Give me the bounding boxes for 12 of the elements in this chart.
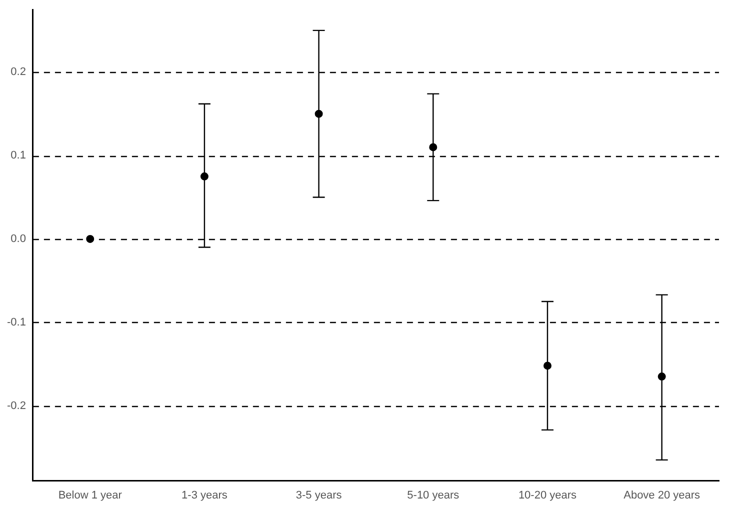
x-tick-label: 3-5 years bbox=[296, 489, 342, 502]
x-tick-label: Below 1 year bbox=[58, 489, 122, 502]
y-tick-label: -0.1 bbox=[6, 316, 26, 328]
x-tick-label: Above 20 years bbox=[624, 489, 701, 502]
y-tick-label: 0.1 bbox=[10, 150, 26, 162]
x-tick-label: 5-10 years bbox=[407, 489, 460, 502]
point bbox=[86, 234, 94, 243]
y-tick-label: 0.0 bbox=[10, 232, 26, 245]
y-tick-label: 0.2 bbox=[10, 66, 26, 78]
x-tick-label: 10-20 years bbox=[518, 489, 578, 502]
x-tick-label: 1-3 years bbox=[182, 489, 228, 502]
y-tick-label: -0.2 bbox=[6, 400, 26, 412]
